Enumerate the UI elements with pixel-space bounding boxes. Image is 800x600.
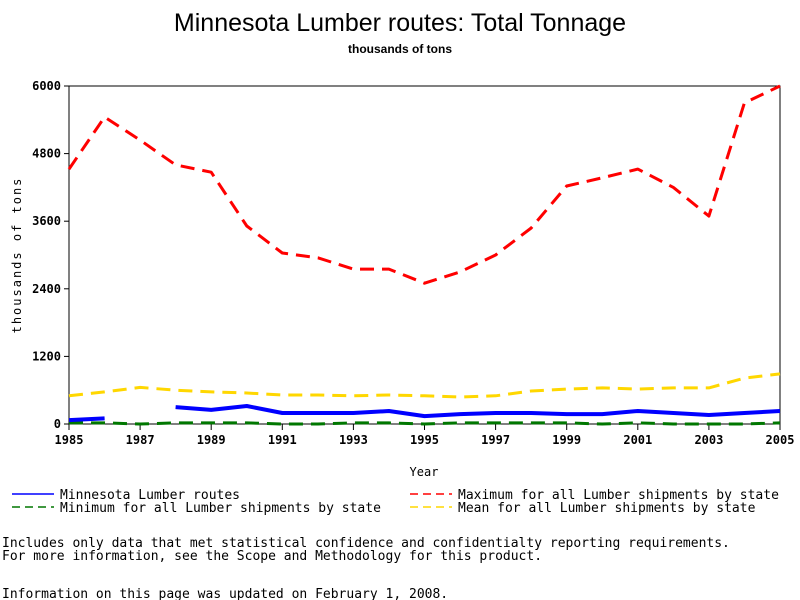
x-tick-label: 1995: [410, 433, 439, 447]
legend: Minnesota Lumber routes Maximum for all L…: [12, 488, 779, 516]
x-tick-label: 1989: [197, 433, 226, 447]
legend-label: Minimum for all Lumber shipments by stat…: [60, 501, 381, 516]
footer-note-line2: For more information, see the Scope and …: [2, 549, 542, 564]
series-line-mean-for-all-lumber-shipments-by-state: [68, 372, 781, 399]
footer-updated: Information on this page was updated on …: [2, 587, 448, 600]
y-tick-label: 4800: [32, 147, 61, 161]
legend-label: Mean for all Lumber shipments by state: [458, 501, 756, 516]
x-tick-label: 1991: [268, 433, 297, 447]
legend-label: Maximum for all Lumber shipments by stat…: [458, 488, 779, 503]
plot-frame: [68, 85, 781, 425]
series-line-minnesota-lumber-routes: [175, 404, 781, 419]
x-tick-label: 1985: [55, 433, 84, 447]
y-tick-label: 6000: [32, 79, 61, 93]
x-axis: 1985 1987 1989 1991 1993 1995 1997 1999 2001 2003…: [55, 424, 795, 447]
legend-label: Minnesota Lumber routes: [60, 488, 240, 503]
x-tick-label: 2001: [623, 433, 652, 447]
y-axis-label: thousands of tons: [10, 177, 24, 334]
y-tick-label: 0: [54, 417, 61, 431]
x-axis-label: Year: [410, 465, 439, 479]
footer-note-line1: Includes only data that met statistical …: [2, 536, 730, 551]
chart-title: Minnesota Lumber routes: Total Tonnage: [174, 9, 626, 37]
x-tick-label: 2005: [766, 433, 795, 447]
series-line-minnesota-lumber-routes: [68, 416, 105, 423]
y-tick-label: 2400: [32, 282, 61, 296]
x-tick-label: 2003: [694, 433, 723, 447]
x-tick-label: 1999: [552, 433, 581, 447]
series-line-maximum-for-all-lumber-shipments-by-state: [67, 84, 781, 285]
x-tick-label: 1993: [339, 433, 368, 447]
y-tick-label: 3600: [32, 214, 61, 228]
x-tick-label: 1997: [481, 433, 510, 447]
chart-subtitle: thousands of tons: [348, 42, 452, 56]
x-tick-label: 1987: [126, 433, 155, 447]
series-lines: [67, 84, 781, 426]
y-tick-label: 1200: [32, 349, 61, 363]
y-axis: 0 1200 2400 3600 4800 6000: [32, 79, 69, 431]
